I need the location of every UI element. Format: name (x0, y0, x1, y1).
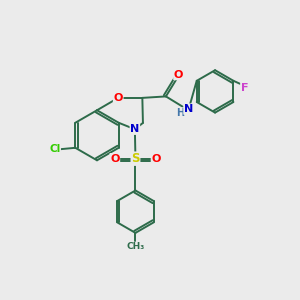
Text: O: O (174, 70, 183, 80)
Text: F: F (241, 82, 248, 93)
Text: N: N (184, 104, 193, 114)
Text: O: O (113, 93, 123, 103)
Text: O: O (152, 154, 161, 164)
Text: CH₃: CH₃ (126, 242, 145, 251)
Text: H: H (177, 108, 185, 118)
Text: O: O (110, 154, 119, 164)
Text: N: N (130, 124, 140, 134)
Text: S: S (131, 152, 140, 165)
Text: Cl: Cl (49, 144, 60, 154)
